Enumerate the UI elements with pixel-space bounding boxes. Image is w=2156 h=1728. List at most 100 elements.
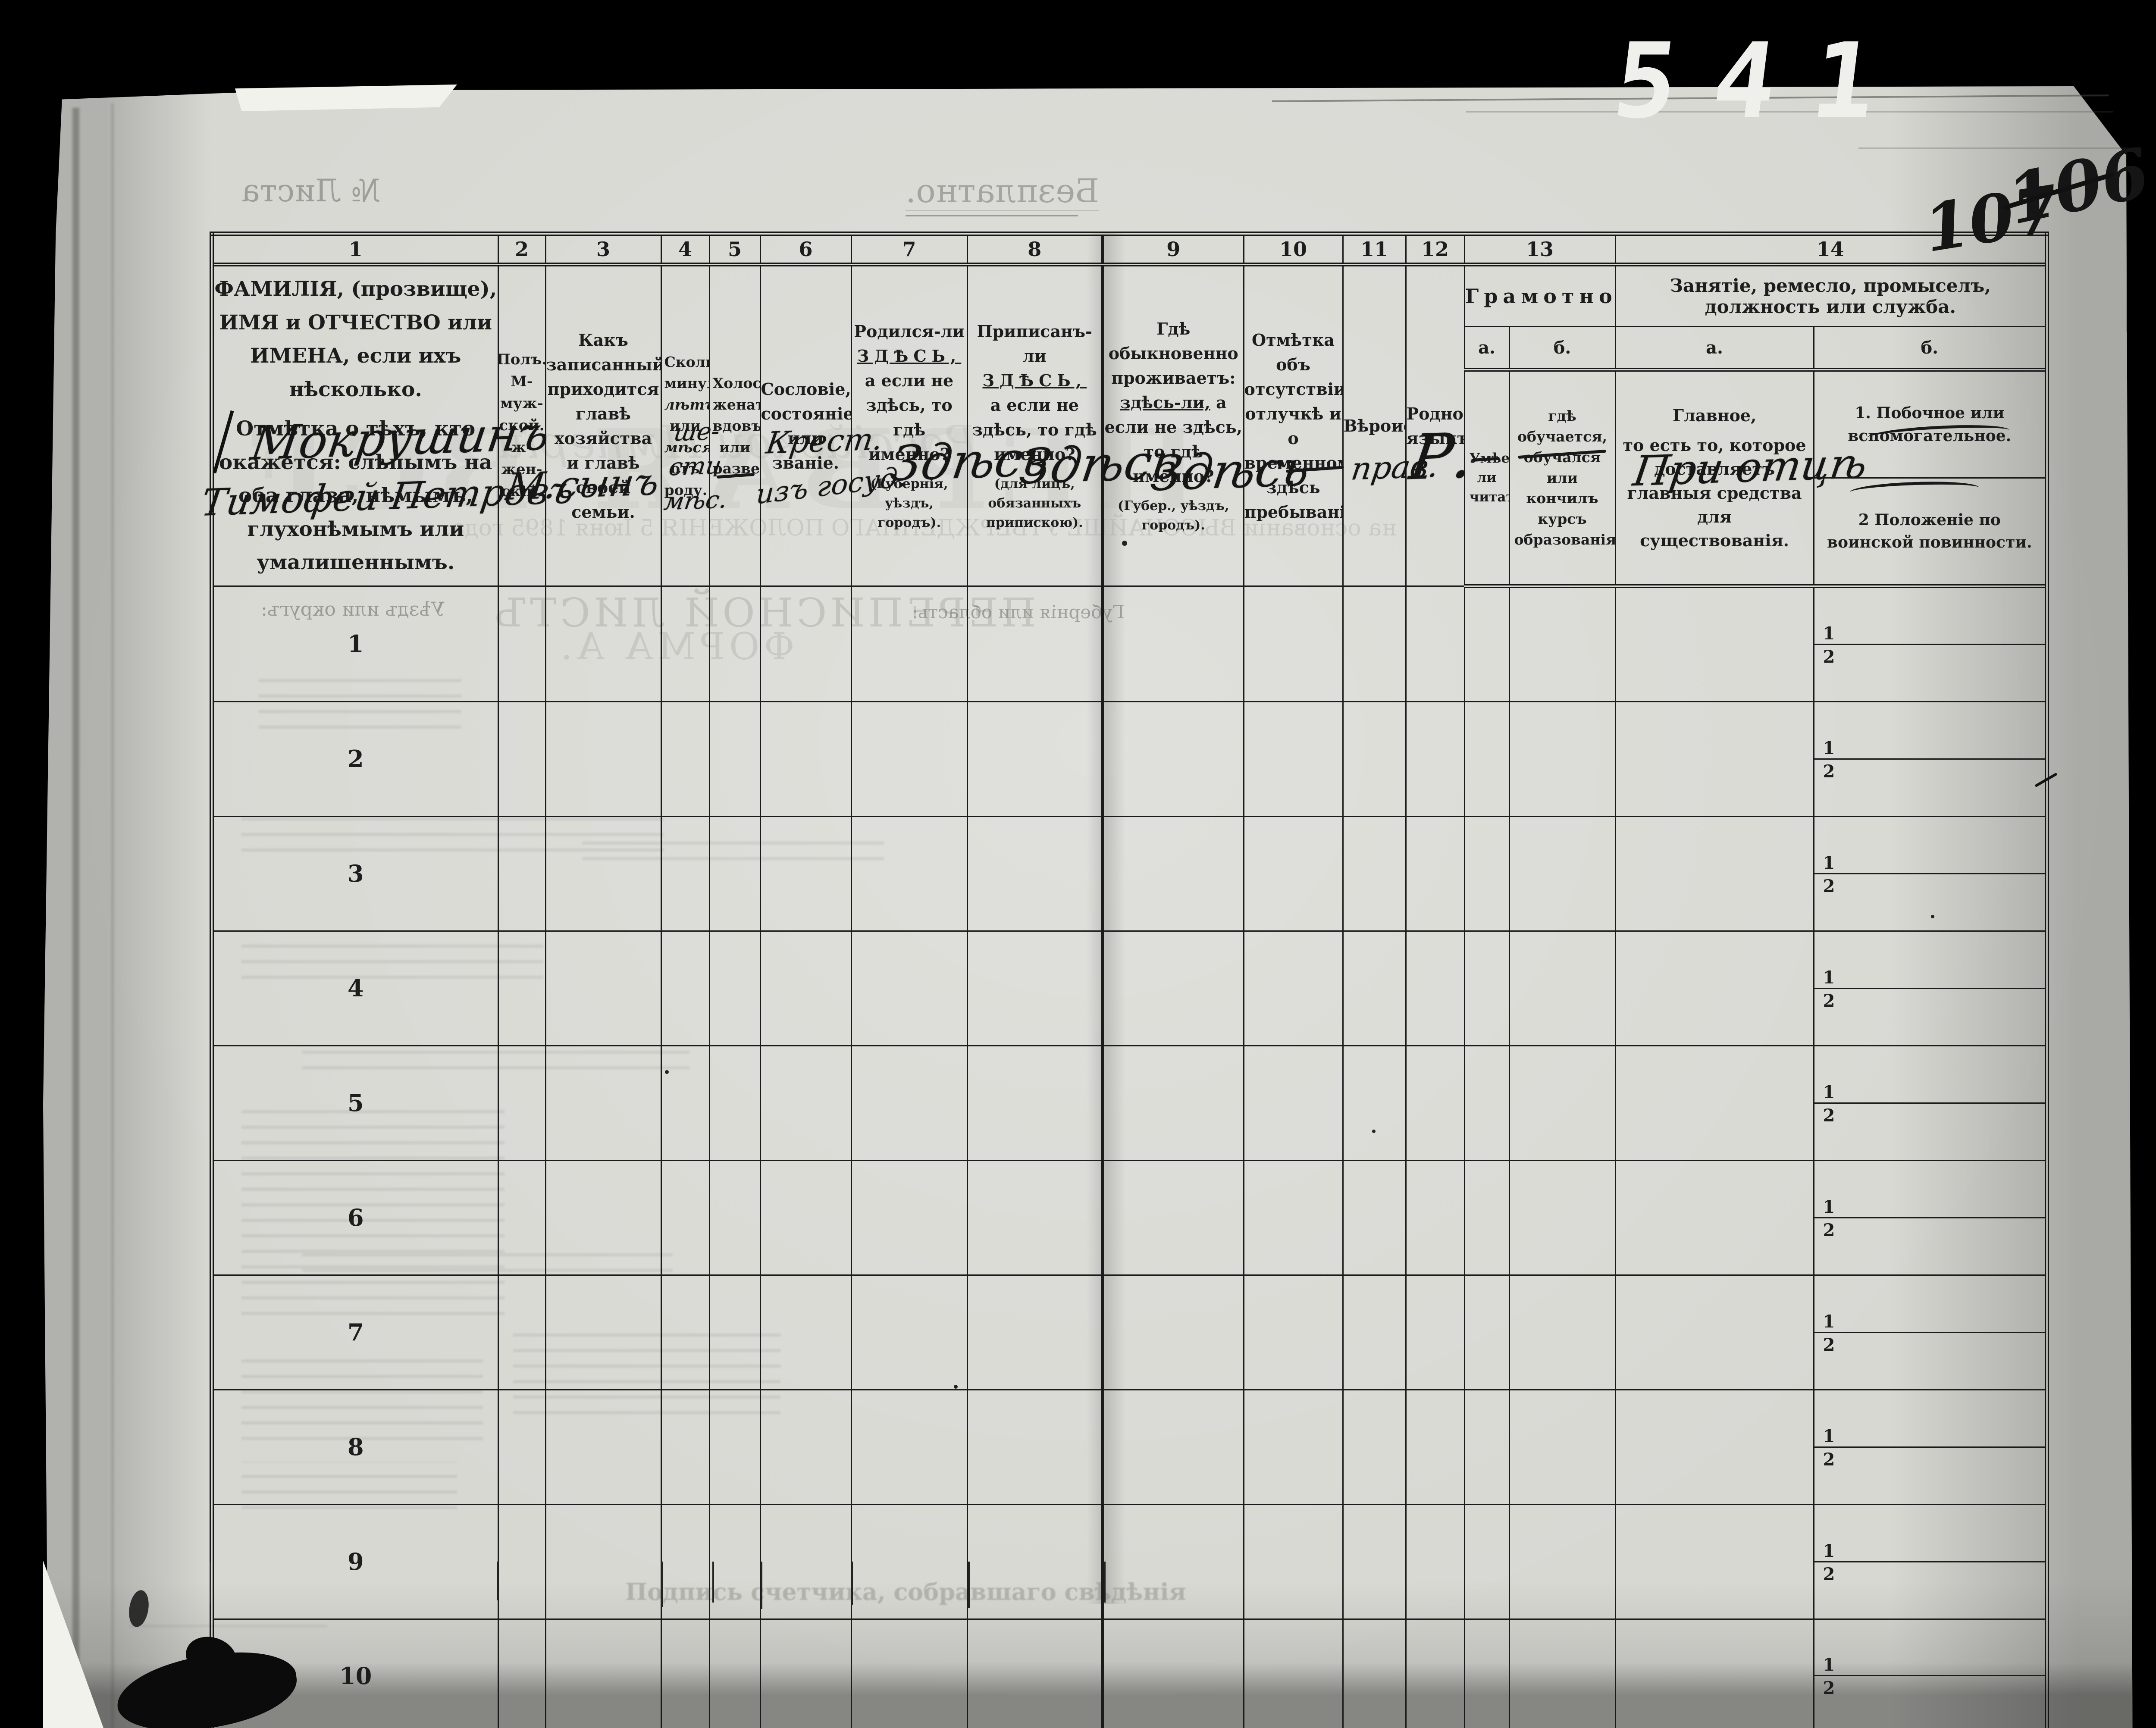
- column-line-stub: [497, 1562, 498, 1600]
- col14b-item2: 2 Положеніе по воинской повинности.: [1827, 511, 2032, 552]
- col4-years: лѣтъ: [664, 396, 708, 413]
- column-line-stub: [968, 1562, 970, 1608]
- cell: [966, 1159, 1103, 1276]
- header-col1-line2: Отмѣтка о тѣхъ, кто окажется: слѣпымъ на…: [219, 417, 492, 575]
- cell: [497, 1389, 546, 1505]
- cell: [966, 815, 1103, 932]
- cell: [1101, 701, 1244, 817]
- cell: [660, 930, 710, 1046]
- colnum-12: 12: [1405, 233, 1465, 266]
- cell: [708, 1274, 761, 1390]
- cell: [1508, 1274, 1616, 1390]
- cell: [1463, 1159, 1510, 1276]
- column-line-stub: [761, 1562, 762, 1609]
- row-number: 5: [211, 1045, 499, 1161]
- col14a-line2: то есть то, которое доставляетъ главныя …: [1623, 435, 1806, 550]
- page-edge-crease-2: [111, 103, 114, 1728]
- cell: [545, 1618, 662, 1728]
- ghost-sheet-no: № Листа: [241, 172, 381, 209]
- table-row: 8 1 2: [211, 1389, 2048, 1505]
- cell-col14b: 1 2: [1813, 1274, 2048, 1390]
- stacked-pages-edge-line-2: [1466, 111, 2113, 113]
- cell: [497, 1503, 546, 1620]
- subrow-label-2: 2: [1823, 761, 1835, 782]
- column-line-stub: [851, 1562, 853, 1605]
- hw-occupation-main: При отцѣ: [1630, 439, 1871, 496]
- col2-title: Полъ.: [498, 351, 545, 369]
- colnum-6: 6: [759, 233, 852, 266]
- cell: [1508, 1159, 1616, 1276]
- cell: [708, 1503, 761, 1620]
- subrow-label-1: 1: [1815, 1310, 2045, 1333]
- cell: [1463, 701, 1510, 817]
- ghost-free-of-charge: Безплатно.: [906, 172, 1100, 211]
- col9-rest: а если не здѣсь, то гдѣ именно?: [1104, 393, 1242, 486]
- cell: [1101, 930, 1244, 1046]
- cell: [1243, 701, 1344, 817]
- row-number: 2: [211, 701, 499, 817]
- col8-note: (для лицъ, обязанныхъ припискою).: [986, 476, 1083, 531]
- cell: [497, 701, 546, 817]
- header-col14a-main-occupation: Главное, то есть то, которое доставляетъ…: [1614, 369, 1814, 588]
- cell: [1614, 1159, 1814, 1276]
- colnum-3: 3: [545, 233, 662, 266]
- cell: [497, 1618, 546, 1728]
- col2-female: ж-жен-скій.: [501, 439, 542, 501]
- cell: [1342, 815, 1407, 932]
- column-line-stub: [210, 1562, 211, 1605]
- cell: [966, 585, 1103, 702]
- header-main-row: ФАМИЛІЯ, (прозвище), ИМЯ и ОТЧЕСТВО или …: [211, 263, 2048, 587]
- col4-months: мѣсяцевъ: [664, 438, 709, 456]
- cell: [1342, 1274, 1407, 1390]
- cell: [660, 1618, 710, 1728]
- cell: [497, 585, 546, 702]
- cell: [1463, 1045, 1510, 1161]
- subrow-label-1: 1: [1815, 1080, 2045, 1104]
- printed-margin-line-h: [1858, 147, 2126, 149]
- hw-age-line1: ше-: [672, 417, 722, 447]
- header-col1-name: ФАМИЛІЯ, (прозвище), ИМЯ и ОТЧЕСТВО или …: [211, 264, 499, 587]
- cell: [1614, 1618, 1814, 1728]
- cell-col14b: 1 2: [1813, 815, 2048, 932]
- cell: [1243, 930, 1344, 1046]
- cell: [1463, 1618, 1510, 1728]
- cell: [850, 1389, 968, 1505]
- header-col14b-label: б.: [1813, 326, 2048, 372]
- subrow-label-2: 2: [1823, 1449, 1835, 1470]
- table-row: 2 1 2: [211, 701, 2048, 817]
- cell: [759, 930, 852, 1046]
- subrow-label-1: 1: [1815, 851, 2045, 874]
- cell: [966, 1503, 1103, 1620]
- header-col13b-education: гдѣ обучается, обучался или кончилъ курс…: [1508, 369, 1616, 588]
- cell: [1243, 1274, 1344, 1390]
- row-number: 7: [211, 1274, 499, 1390]
- col2-male: М-муж-ской.: [499, 373, 545, 435]
- cell: [1614, 1503, 1814, 1620]
- cell: [1463, 1503, 1510, 1620]
- table-head: 1 2 3 4 5 6 7 8 9 10 11 12 13 14 ФАМИЛІЯ…: [211, 233, 2048, 588]
- subrow-label-2: 2: [1823, 1220, 1835, 1240]
- table-row: 4 1 2: [211, 930, 2048, 1046]
- header-col13a-label: а.: [1463, 326, 1510, 372]
- col4-line5: отъ роду.: [664, 460, 708, 498]
- cell: [1405, 930, 1465, 1046]
- cell: [708, 1618, 761, 1728]
- subrow-label-2: 2: [1823, 990, 1835, 1011]
- col7-rest: а если не здѣсь, то гдѣ именно?: [865, 371, 954, 464]
- cell: [1101, 1389, 1244, 1505]
- colnum-10: 10: [1243, 233, 1344, 266]
- cell: [759, 815, 852, 932]
- cell: [850, 701, 968, 817]
- subrow-label-2: 2: [1823, 1564, 1835, 1584]
- cell: [850, 1618, 968, 1728]
- cell: [1243, 1389, 1344, 1505]
- cell: [1614, 585, 1814, 702]
- cell: [1405, 1045, 1465, 1161]
- subrow-label-2: 2: [1823, 1678, 1835, 1699]
- cell: [1243, 1618, 1344, 1728]
- cell: [850, 1159, 968, 1276]
- header-col10-absence: Отмѣтка объ отсутствіи, отлучкѣ и о врем…: [1243, 264, 1344, 587]
- col4-or: или: [669, 417, 701, 435]
- cell: [1508, 930, 1616, 1046]
